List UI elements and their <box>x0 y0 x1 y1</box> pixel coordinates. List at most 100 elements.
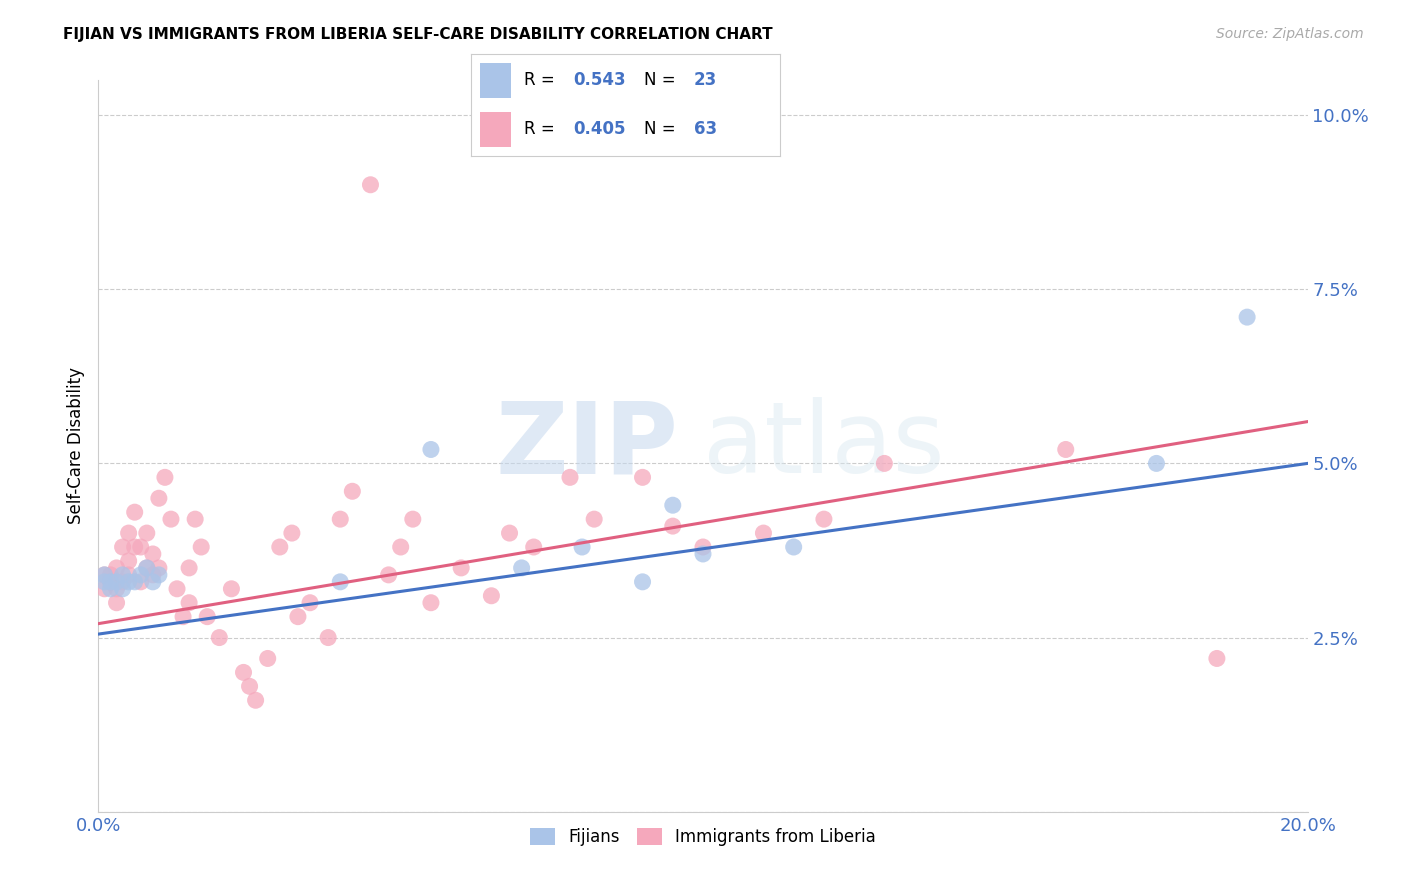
Point <box>148 491 170 506</box>
Text: N =: N = <box>644 71 681 89</box>
Point <box>813 512 835 526</box>
Point <box>450 561 472 575</box>
Point <box>100 574 122 589</box>
Point <box>184 512 207 526</box>
Point <box>692 547 714 561</box>
Point <box>783 540 806 554</box>
Point <box>190 540 212 554</box>
Point <box>100 574 122 589</box>
Point <box>135 561 157 575</box>
Point <box>510 561 533 575</box>
Text: 63: 63 <box>693 120 717 138</box>
Point <box>402 512 425 526</box>
Point <box>692 540 714 554</box>
Point <box>105 596 128 610</box>
Point <box>129 567 152 582</box>
Point <box>135 526 157 541</box>
Point <box>269 540 291 554</box>
Point <box>208 631 231 645</box>
Point <box>481 589 503 603</box>
Point <box>93 574 115 589</box>
Point <box>179 596 201 610</box>
Point <box>245 693 267 707</box>
Point <box>420 442 443 457</box>
Text: N =: N = <box>644 120 681 138</box>
Point <box>1144 457 1167 471</box>
Point <box>129 574 152 589</box>
Point <box>142 574 165 589</box>
Point <box>111 582 134 596</box>
Y-axis label: Self-Care Disability: Self-Care Disability <box>66 368 84 524</box>
Text: ZIP: ZIP <box>496 398 679 494</box>
Point <box>329 574 352 589</box>
Point <box>111 540 134 554</box>
Point <box>232 665 254 680</box>
Point <box>329 512 352 526</box>
Point <box>1054 442 1077 457</box>
Text: 0.543: 0.543 <box>574 71 626 89</box>
Text: atlas: atlas <box>703 398 945 494</box>
Point <box>105 574 128 589</box>
Point <box>377 567 399 582</box>
Legend: Fijians, Immigrants from Liberia: Fijians, Immigrants from Liberia <box>522 820 884 855</box>
Point <box>111 567 134 582</box>
Point <box>166 582 188 596</box>
Point <box>148 561 170 575</box>
Point <box>558 470 581 484</box>
Point <box>124 540 146 554</box>
Point <box>129 540 152 554</box>
Point <box>195 609 218 624</box>
Point <box>389 540 412 554</box>
Point <box>160 512 183 526</box>
Point <box>661 498 683 512</box>
Text: FIJIAN VS IMMIGRANTS FROM LIBERIA SELF-CARE DISABILITY CORRELATION CHART: FIJIAN VS IMMIGRANTS FROM LIBERIA SELF-C… <box>63 27 773 42</box>
Point <box>498 526 520 541</box>
Text: 0.405: 0.405 <box>574 120 626 138</box>
Point <box>631 574 654 589</box>
Point <box>105 561 128 575</box>
Point <box>221 582 243 596</box>
Point <box>1236 310 1258 325</box>
Bar <box>481 112 512 147</box>
Point <box>93 567 115 582</box>
Point <box>752 526 775 541</box>
Point <box>661 519 683 533</box>
Point <box>287 609 309 624</box>
Point <box>281 526 304 541</box>
Point <box>142 547 165 561</box>
Point <box>179 561 201 575</box>
Point <box>111 574 134 589</box>
Point <box>135 561 157 575</box>
Point <box>93 567 115 582</box>
Point <box>100 567 122 582</box>
Point <box>360 178 382 192</box>
Point <box>118 567 141 582</box>
Point <box>239 679 262 693</box>
Point <box>420 596 443 610</box>
Point <box>100 582 122 596</box>
Text: R =: R = <box>523 71 560 89</box>
Text: R =: R = <box>523 120 560 138</box>
Point <box>93 582 115 596</box>
Text: Source: ZipAtlas.com: Source: ZipAtlas.com <box>1216 27 1364 41</box>
Point <box>299 596 322 610</box>
Point <box>118 574 141 589</box>
Point <box>172 609 194 624</box>
Point <box>153 470 176 484</box>
Point <box>583 512 606 526</box>
Point <box>142 567 165 582</box>
Point <box>1206 651 1229 665</box>
Text: 23: 23 <box>693 71 717 89</box>
Point <box>342 484 364 499</box>
Point <box>571 540 593 554</box>
Point <box>631 470 654 484</box>
Bar <box>481 62 512 97</box>
Point <box>124 574 146 589</box>
Point <box>124 505 146 519</box>
Point <box>873 457 896 471</box>
Point <box>256 651 278 665</box>
Point <box>523 540 546 554</box>
Point <box>118 554 141 568</box>
Point <box>316 631 339 645</box>
Point <box>148 567 170 582</box>
